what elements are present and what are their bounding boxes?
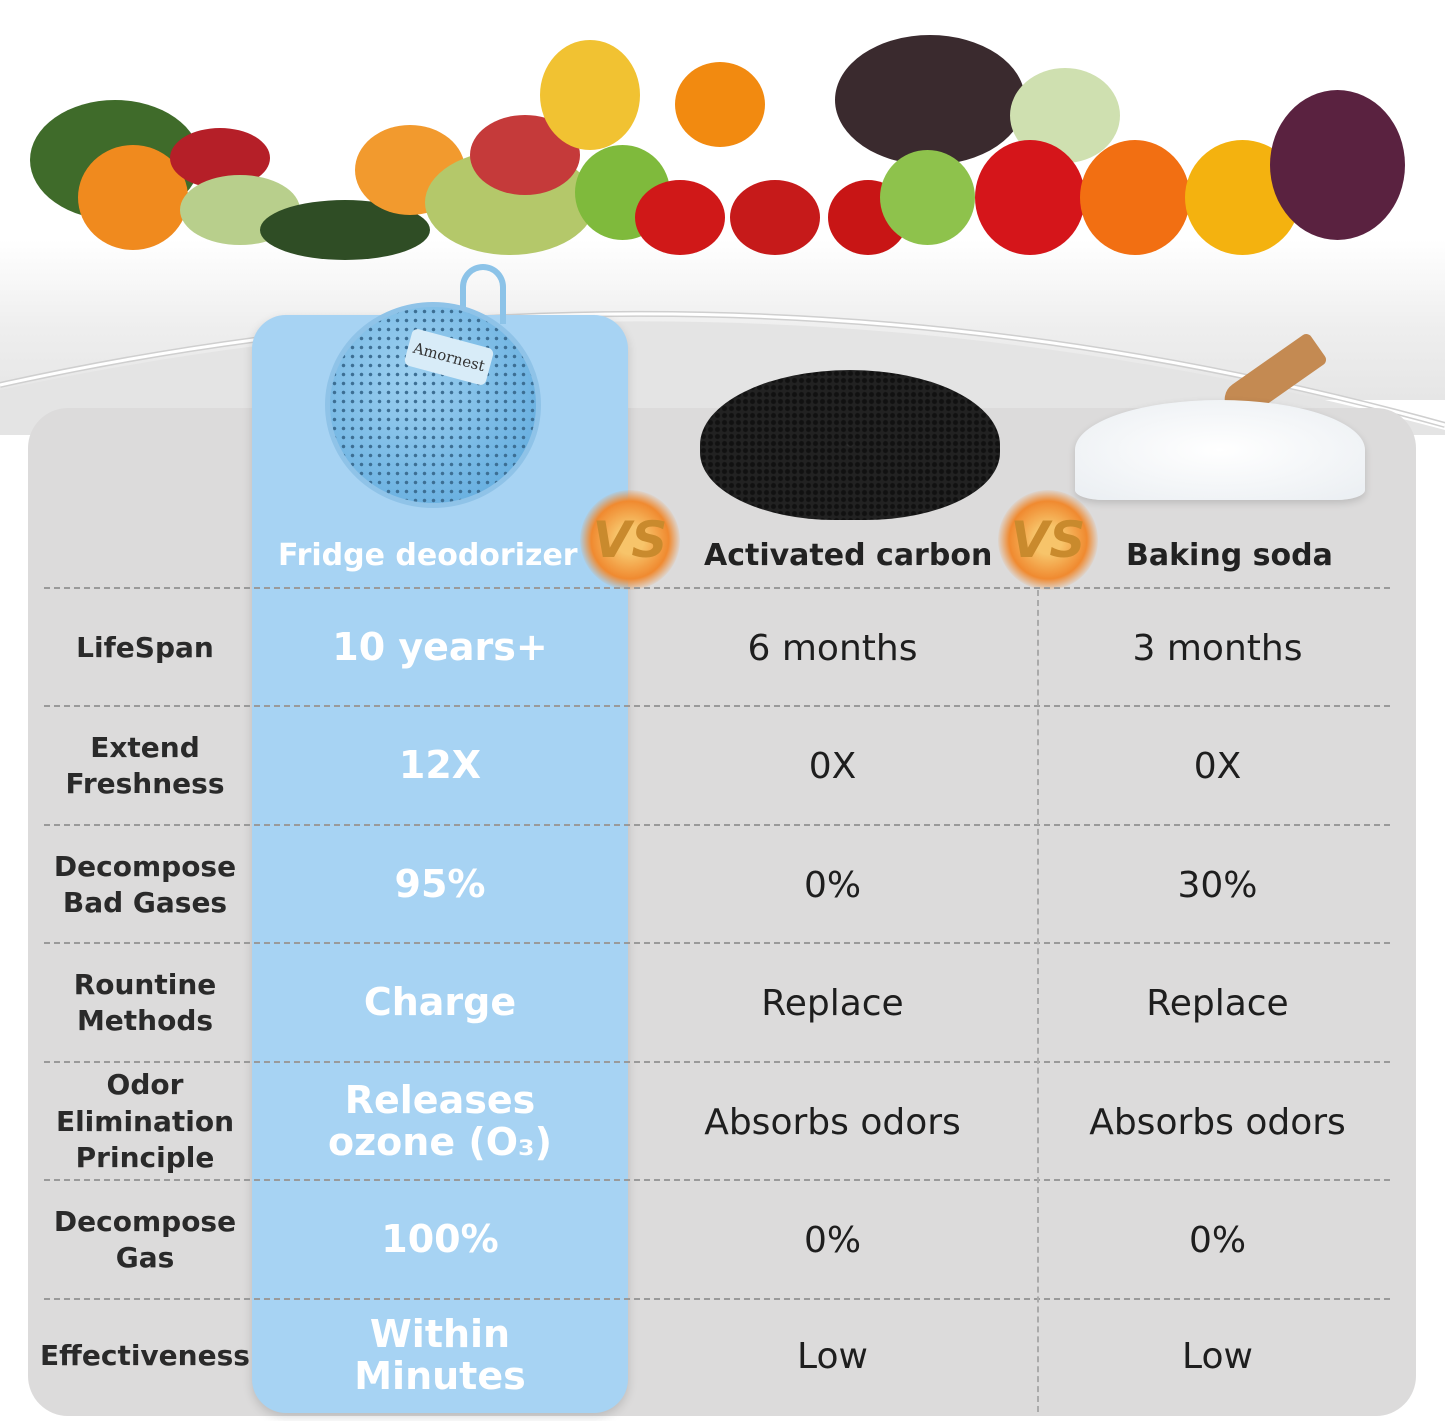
row-label: Decompose Bad Gases: [53, 849, 237, 919]
activated-carbon-value: Absorbs odors: [704, 1101, 961, 1143]
baking-soda-value: Absorbs odors: [1089, 1101, 1346, 1143]
row-label: Effectiveness: [40, 1338, 250, 1372]
fridge-deodorizer-value: Charge: [363, 980, 517, 1025]
activated-carbon-image: [700, 370, 1000, 520]
orange-image: [78, 145, 188, 250]
device-hook: [460, 264, 506, 324]
row-divider: [44, 587, 1390, 589]
fridge-deodorizer-value: Within Minutes: [354, 1312, 526, 1398]
fridge-deodorizer-value: 100%: [381, 1217, 499, 1262]
red-cabbage-image: [1270, 90, 1405, 240]
baking-soda-value: Replace: [1146, 982, 1289, 1024]
activated-carbon-value: Low: [797, 1335, 868, 1377]
banana-image: [540, 40, 640, 150]
fridge-deodorizer-value: 12X: [398, 743, 482, 788]
row-label: LifeSpan: [76, 630, 214, 664]
row-divider: [44, 1061, 1390, 1063]
row-divider: [44, 705, 1390, 707]
row-divider: [44, 824, 1390, 826]
fridge-deodorizer-value: 10 years+: [332, 625, 548, 670]
column-divider: [1037, 590, 1039, 1412]
lettuce-image: [835, 35, 1025, 165]
activated-carbon-value: 0%: [803, 864, 862, 906]
tomato-image: [635, 180, 725, 255]
activated-carbon-value: 0%: [803, 1219, 862, 1261]
header-activated-carbon: Activated carbon: [704, 538, 993, 573]
activated-carbon-value: 0X: [808, 745, 857, 787]
baking-soda-value: 3 months: [1132, 627, 1303, 669]
row-divider: [44, 1179, 1390, 1181]
row-label: Odor Elimination Principle: [55, 1068, 235, 1175]
fridge-deodorizer-value: 95%: [394, 862, 486, 907]
orange-pepper-image: [1080, 140, 1190, 255]
apple-image: [880, 150, 975, 245]
activated-carbon-value: Replace: [761, 982, 904, 1024]
baking-soda-value: 0%: [1188, 1219, 1247, 1261]
baking-soda-value: 0X: [1193, 745, 1242, 787]
row-divider: [44, 942, 1390, 944]
row-label: Decompose Gas: [53, 1204, 237, 1274]
red-pepper-image: [975, 140, 1085, 255]
header-fridge-deodorizer: Fridge deodorizer: [278, 538, 578, 573]
header-baking-soda: Baking soda: [1126, 538, 1333, 573]
vs-badge: VS: [580, 490, 680, 590]
row-label: Extend Freshness: [65, 730, 225, 800]
vs-badge: VS: [998, 490, 1098, 590]
row-divider: [44, 1298, 1390, 1300]
tomato-image: [730, 180, 820, 255]
fridge-deodorizer-value: Releases ozone (O₃): [327, 1078, 553, 1164]
activated-carbon-value: 6 months: [747, 627, 918, 669]
orange-image: [675, 62, 765, 147]
fruit-banner: [0, 0, 1445, 400]
baking-soda-value: 30%: [1177, 864, 1258, 906]
row-label: Rountine Methods: [73, 967, 217, 1037]
baking-soda-value: Low: [1182, 1335, 1253, 1377]
baking-soda-image: [1075, 400, 1365, 500]
